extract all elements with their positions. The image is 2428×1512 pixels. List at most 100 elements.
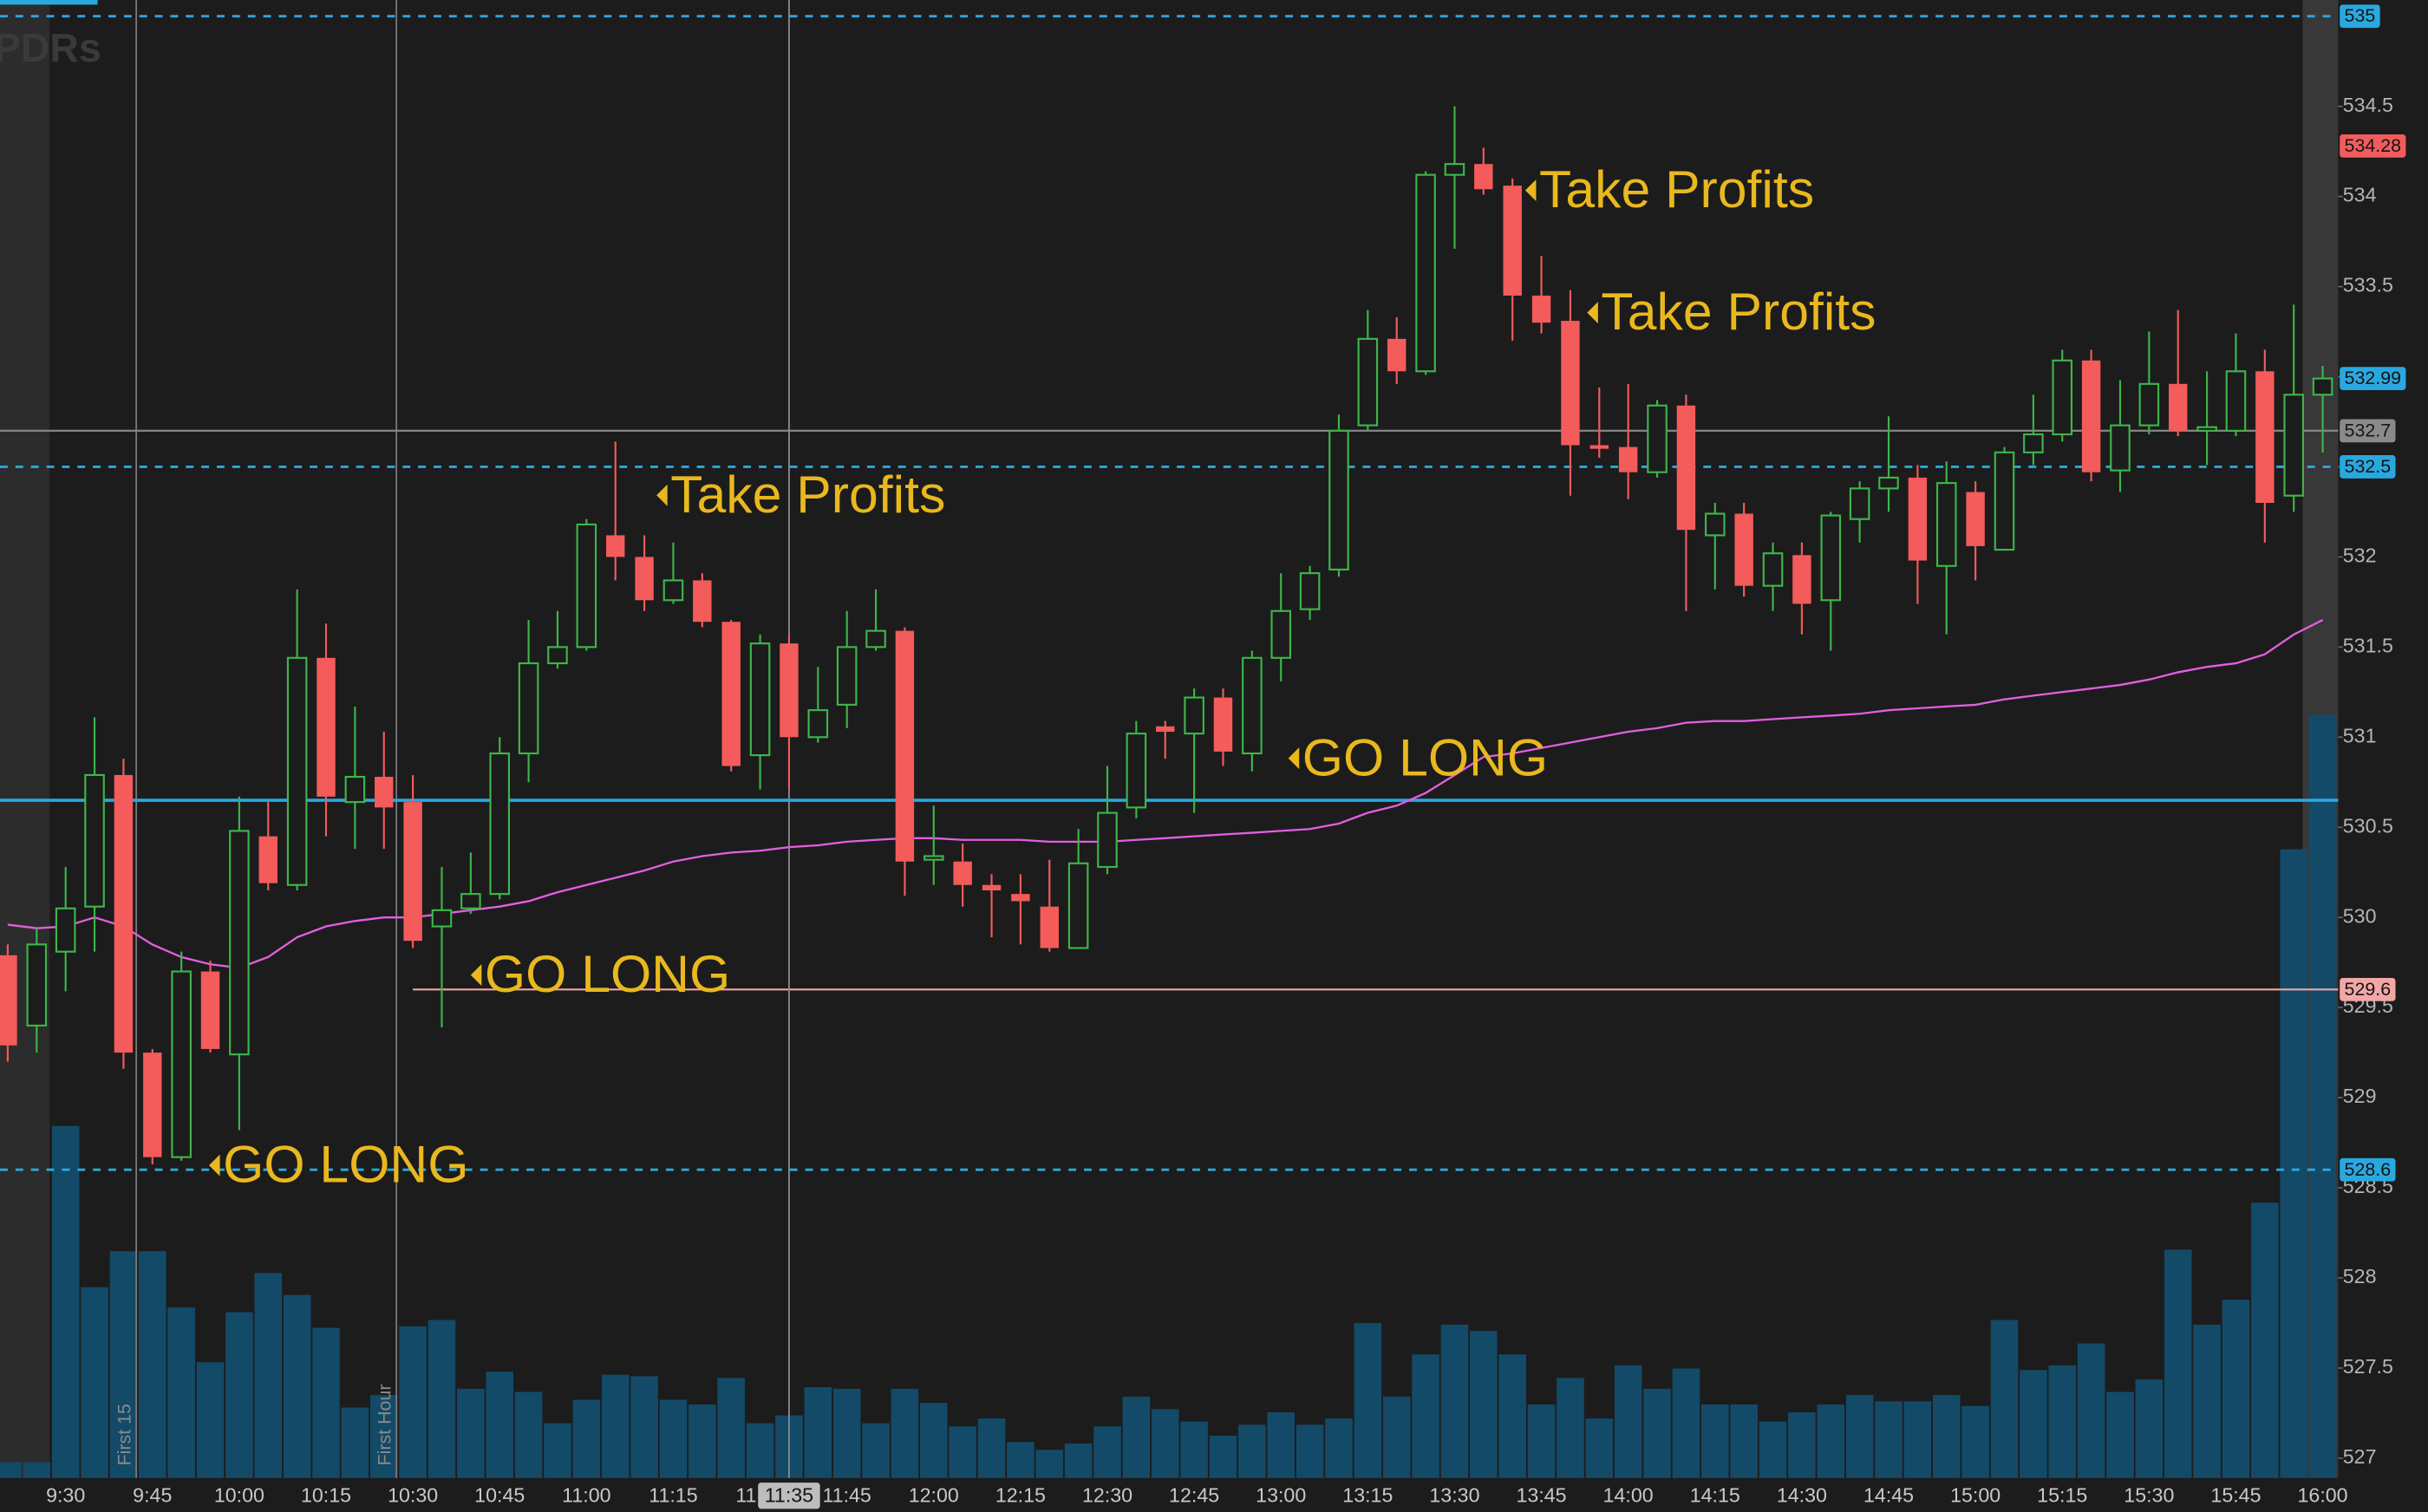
- candle-body: [431, 909, 453, 928]
- volume-bar: [1325, 1418, 1353, 1478]
- level-label: 535: [2345, 5, 2376, 26]
- candle-layer: [0, 106, 2333, 1164]
- volume-bar: [1122, 1396, 1151, 1478]
- x-tick-label: 13:15: [1342, 1483, 1393, 1506]
- candle-body: [344, 775, 366, 804]
- y-tick-label: 530: [2343, 904, 2377, 927]
- candle-body: [1994, 451, 2015, 551]
- volume-bar: [717, 1378, 745, 1478]
- volume-bar: [225, 1312, 253, 1478]
- volume-bar: [1845, 1395, 1874, 1478]
- volume-bar: [2135, 1379, 2164, 1478]
- level-label-box: [2340, 455, 2396, 479]
- candle-body: [1156, 726, 1175, 733]
- volume-bar: [1238, 1424, 1266, 1478]
- y-tick-label: 527: [2343, 1445, 2377, 1468]
- volume-bar: [601, 1374, 630, 1478]
- x-tick-label: 13:45: [1517, 1483, 1567, 1506]
- volume-bar: [832, 1388, 861, 1478]
- volume-bar: [428, 1320, 456, 1478]
- candle-body: [317, 657, 336, 797]
- x-tick-label: 11:45: [822, 1483, 871, 1506]
- candle-body: [26, 943, 48, 1026]
- candle-body: [1589, 445, 1609, 449]
- candle-body: [2081, 360, 2101, 472]
- volume-bar: [1267, 1411, 1296, 1478]
- volume-bar: [457, 1388, 485, 1478]
- candle-body: [1387, 338, 1407, 372]
- volume-bar: [1412, 1354, 1439, 1478]
- volume-bar: [1903, 1401, 1932, 1478]
- x-tick-label: 15:45: [2210, 1483, 2261, 1506]
- volume-bar: [2251, 1202, 2279, 1478]
- y-tick-label: 529: [2343, 1085, 2377, 1107]
- annotation-arrow: [1587, 302, 1598, 324]
- candle-body: [1676, 405, 1696, 531]
- candle-body: [605, 535, 625, 557]
- top-bar: [0, 0, 98, 5]
- level-label-box: [2340, 419, 2396, 443]
- volume-bar: [746, 1423, 774, 1478]
- volume-bar: [1382, 1396, 1411, 1478]
- candle-body: [143, 1053, 162, 1157]
- candle-body: [114, 774, 134, 1053]
- x-tick-label: 11:15: [649, 1483, 697, 1506]
- candle-body: [1561, 321, 1580, 446]
- volume-bar: [138, 1251, 166, 1478]
- volume-bar: [1932, 1395, 1961, 1478]
- candle-body: [1040, 906, 1059, 948]
- candle-body: [953, 861, 972, 885]
- candle-body: [1705, 512, 1726, 537]
- x-tick-label: 10:30: [388, 1483, 438, 1506]
- volume-bar: [2308, 714, 2337, 1478]
- candle-body: [2196, 426, 2217, 432]
- volume-bar: [1093, 1426, 1121, 1478]
- volume-bar: [2164, 1249, 2192, 1478]
- candle-body: [1270, 609, 1292, 659]
- candle-body: [2023, 433, 2044, 453]
- candle-body: [635, 557, 654, 601]
- x-tick-label: 10:00: [214, 1483, 264, 1506]
- vwap-line: [7, 619, 2324, 969]
- annotation: GO LONG: [485, 944, 730, 1003]
- volume-bar: [1064, 1444, 1093, 1478]
- candle-body: [2312, 377, 2333, 396]
- candle-body: [1878, 476, 1899, 490]
- volume-bar: [1700, 1404, 1729, 1478]
- volume-bar: [2193, 1324, 2221, 1478]
- volume-bar: [312, 1327, 340, 1478]
- volume-bar: [167, 1307, 195, 1478]
- candle-body: [171, 970, 192, 1158]
- candle-body: [2283, 394, 2304, 497]
- candle-body: [1618, 446, 1638, 472]
- x-tick-label: 14:30: [1777, 1483, 1827, 1506]
- volume-bar: [689, 1404, 716, 1478]
- volume-bar: [1035, 1450, 1064, 1478]
- volume-bar: [2048, 1365, 2077, 1478]
- volume-bar: [369, 1395, 398, 1478]
- volume-bar: [891, 1388, 919, 1478]
- annotation-arrow: [209, 1154, 220, 1176]
- x-tick-label: 9:45: [133, 1483, 172, 1506]
- candle-body: [836, 646, 858, 706]
- x-tick-label: 15:30: [2124, 1483, 2174, 1506]
- volume-bar: [1643, 1388, 1671, 1478]
- x-tick-label: 13:30: [1429, 1483, 1479, 1506]
- volume-bar: [2077, 1343, 2105, 1478]
- x-tick-label: 14:45: [1863, 1483, 1914, 1506]
- volume-bar: [1296, 1424, 1324, 1478]
- volume-bar: [544, 1423, 571, 1478]
- candle-body: [1935, 482, 1957, 567]
- volume-bar: [1440, 1324, 1469, 1478]
- candle-body: [460, 893, 481, 909]
- volume-bar: [1470, 1331, 1498, 1478]
- volume-bar: [977, 1418, 1006, 1478]
- volume-bar: [341, 1407, 369, 1478]
- y-tick-label: 534.5: [2343, 94, 2393, 116]
- candle-body: [2225, 370, 2247, 432]
- session-label: First Hour: [374, 1384, 395, 1465]
- volume-bar: [2222, 1300, 2250, 1478]
- volume-bar: [1990, 1320, 2019, 1478]
- candle-body: [749, 642, 771, 757]
- volume-bar: [2020, 1370, 2047, 1478]
